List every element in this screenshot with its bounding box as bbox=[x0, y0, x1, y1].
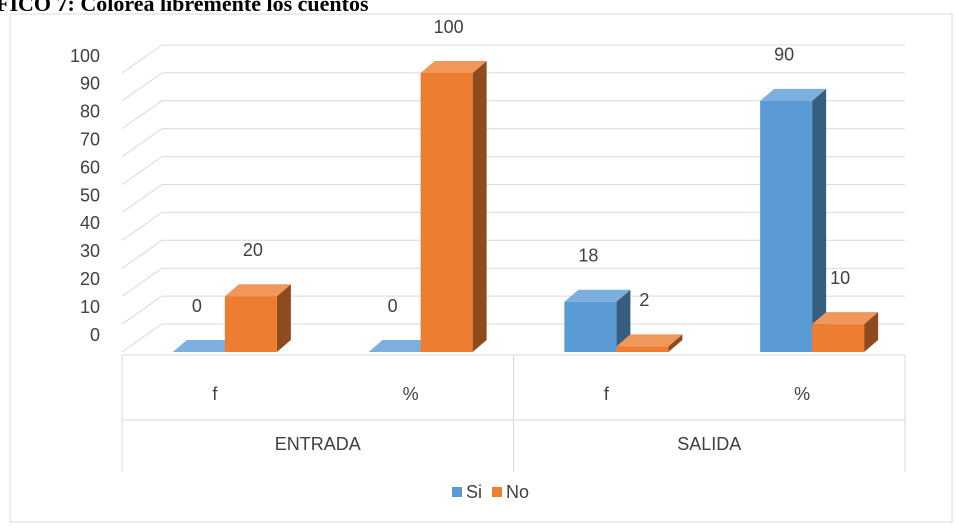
legend-label: No bbox=[506, 482, 529, 502]
bar-front bbox=[564, 301, 617, 352]
y-tick-label: 90 bbox=[80, 74, 100, 94]
y-tick-label: 70 bbox=[80, 129, 100, 149]
data-label: 0 bbox=[192, 296, 202, 316]
bar bbox=[564, 289, 631, 352]
bar-front bbox=[760, 100, 813, 353]
y-tick-label: 60 bbox=[80, 157, 100, 177]
bar bbox=[172, 340, 239, 352]
grid-line bbox=[121, 239, 163, 269]
grid-line bbox=[121, 323, 163, 353]
data-label: 20 bbox=[243, 240, 263, 260]
y-tick-label: 80 bbox=[80, 102, 100, 122]
x-tick-label: % bbox=[794, 384, 810, 404]
bar-top bbox=[564, 289, 631, 302]
bar-side bbox=[276, 284, 291, 352]
x-tick-label: % bbox=[403, 384, 419, 404]
bar bbox=[812, 312, 879, 352]
chart-title: FICO 7: Colorea libremente los cuentos bbox=[0, 0, 369, 16]
bar-top bbox=[616, 334, 683, 347]
y-tick-label: 30 bbox=[80, 241, 100, 261]
data-label: 18 bbox=[578, 246, 598, 266]
bar-top bbox=[812, 312, 879, 325]
data-label: 10 bbox=[830, 268, 850, 288]
y-tick-label: 0 bbox=[90, 325, 100, 345]
bar-top bbox=[224, 284, 291, 297]
grid-line bbox=[121, 184, 163, 213]
y-tick-label: 100 bbox=[70, 46, 100, 66]
group-label: ENTRADA bbox=[275, 434, 361, 454]
y-tick-label: 40 bbox=[80, 213, 100, 233]
bar-side bbox=[616, 289, 631, 352]
grid-line bbox=[121, 44, 163, 74]
bar-top bbox=[760, 88, 827, 101]
bar bbox=[368, 340, 435, 352]
grid-line bbox=[121, 128, 163, 158]
bar-front bbox=[420, 73, 473, 352]
legend-label: Si bbox=[466, 482, 482, 502]
bar-top bbox=[172, 340, 239, 352]
bar-side bbox=[812, 88, 827, 353]
data-label: 0 bbox=[388, 296, 398, 316]
grid-line bbox=[121, 156, 163, 186]
bar-front bbox=[616, 346, 669, 352]
bar-side bbox=[864, 312, 879, 352]
bar-front bbox=[812, 324, 865, 352]
data-label: 2 bbox=[639, 290, 649, 310]
grid-line bbox=[121, 295, 163, 325]
bar-top bbox=[368, 340, 435, 352]
grid-line bbox=[121, 211, 163, 241]
data-label: 100 bbox=[434, 17, 464, 37]
bar bbox=[760, 88, 827, 353]
bar-side bbox=[668, 334, 683, 352]
group-label: SALIDA bbox=[677, 434, 741, 454]
y-tick-label: 10 bbox=[80, 297, 100, 317]
y-tick-label: 50 bbox=[80, 185, 100, 205]
grid-line bbox=[121, 72, 163, 102]
bar-top bbox=[420, 61, 487, 73]
bar bbox=[616, 334, 683, 352]
x-tick-label: f bbox=[604, 384, 610, 404]
x-tick-label: f bbox=[212, 384, 218, 404]
y-tick-label: 20 bbox=[80, 269, 100, 289]
grid-line bbox=[121, 267, 163, 297]
bar bbox=[420, 61, 487, 352]
grid-line bbox=[121, 100, 163, 130]
bar bbox=[224, 284, 291, 352]
legend-swatch bbox=[452, 487, 462, 497]
legend-swatch bbox=[492, 487, 503, 497]
data-label: 90 bbox=[774, 45, 794, 65]
bar-side bbox=[472, 61, 487, 352]
bar-front bbox=[224, 296, 277, 352]
